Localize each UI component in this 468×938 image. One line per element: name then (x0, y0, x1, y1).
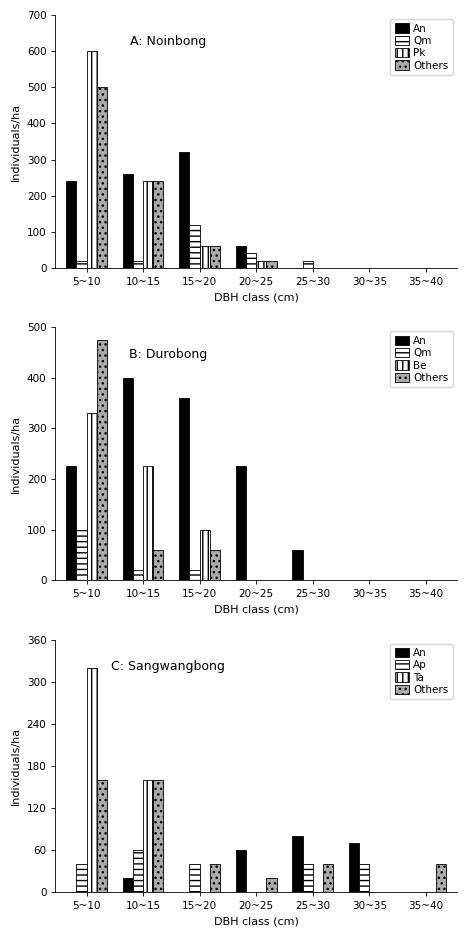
Text: B: Durobong: B: Durobong (129, 348, 207, 360)
Bar (200, 247, 210, 268)
Bar (436, 864, 446, 892)
Bar (66, 181, 76, 268)
Bar (190, 864, 200, 892)
Bar (76, 530, 87, 580)
Bar (349, 843, 359, 892)
Legend: An, Ap, Ta, Others: An, Ap, Ta, Others (390, 643, 453, 699)
Bar (302, 864, 313, 892)
Bar (66, 466, 76, 580)
Bar (133, 850, 143, 892)
Bar (143, 780, 153, 892)
Bar (123, 878, 133, 892)
Bar (87, 52, 97, 268)
Bar (97, 780, 107, 892)
X-axis label: DBH class (cm): DBH class (cm) (214, 293, 299, 302)
Bar (236, 466, 246, 580)
Bar (323, 864, 333, 892)
Bar (190, 224, 200, 268)
Bar (292, 550, 302, 580)
Bar (179, 152, 190, 268)
Bar (76, 864, 87, 892)
Bar (292, 836, 302, 892)
Bar (210, 864, 220, 892)
Bar (133, 570, 143, 580)
Bar (153, 181, 163, 268)
Bar (143, 181, 153, 268)
Bar (210, 247, 220, 268)
Bar (87, 668, 97, 892)
Legend: An, Qm, Pk, Others: An, Qm, Pk, Others (390, 20, 453, 75)
Bar (133, 261, 143, 268)
Bar (123, 378, 133, 580)
Legend: An, Qm, Be, Others: An, Qm, Be, Others (390, 331, 453, 387)
Bar (236, 850, 246, 892)
Bar (302, 261, 313, 268)
X-axis label: DBH class (cm): DBH class (cm) (214, 916, 299, 927)
Bar (153, 550, 163, 580)
Y-axis label: Individuals/ha: Individuals/ha (11, 102, 21, 181)
Bar (97, 87, 107, 268)
Bar (97, 340, 107, 580)
Bar (200, 530, 210, 580)
Bar (179, 398, 190, 580)
Bar (266, 261, 277, 268)
Bar (256, 261, 266, 268)
Bar (143, 466, 153, 580)
Bar (76, 261, 87, 268)
Bar (236, 247, 246, 268)
Text: C: Sangwangbong: C: Sangwangbong (111, 659, 225, 673)
Bar (266, 878, 277, 892)
X-axis label: DBH class (cm): DBH class (cm) (214, 605, 299, 614)
Bar (87, 414, 97, 580)
Bar (246, 253, 256, 268)
Bar (359, 864, 369, 892)
Bar (190, 570, 200, 580)
Bar (123, 174, 133, 268)
Y-axis label: Individuals/ha: Individuals/ha (11, 727, 21, 805)
Text: A: Noinbong: A: Noinbong (130, 36, 206, 49)
Bar (153, 780, 163, 892)
Bar (210, 550, 220, 580)
Y-axis label: Individuals/ha: Individuals/ha (11, 415, 21, 492)
